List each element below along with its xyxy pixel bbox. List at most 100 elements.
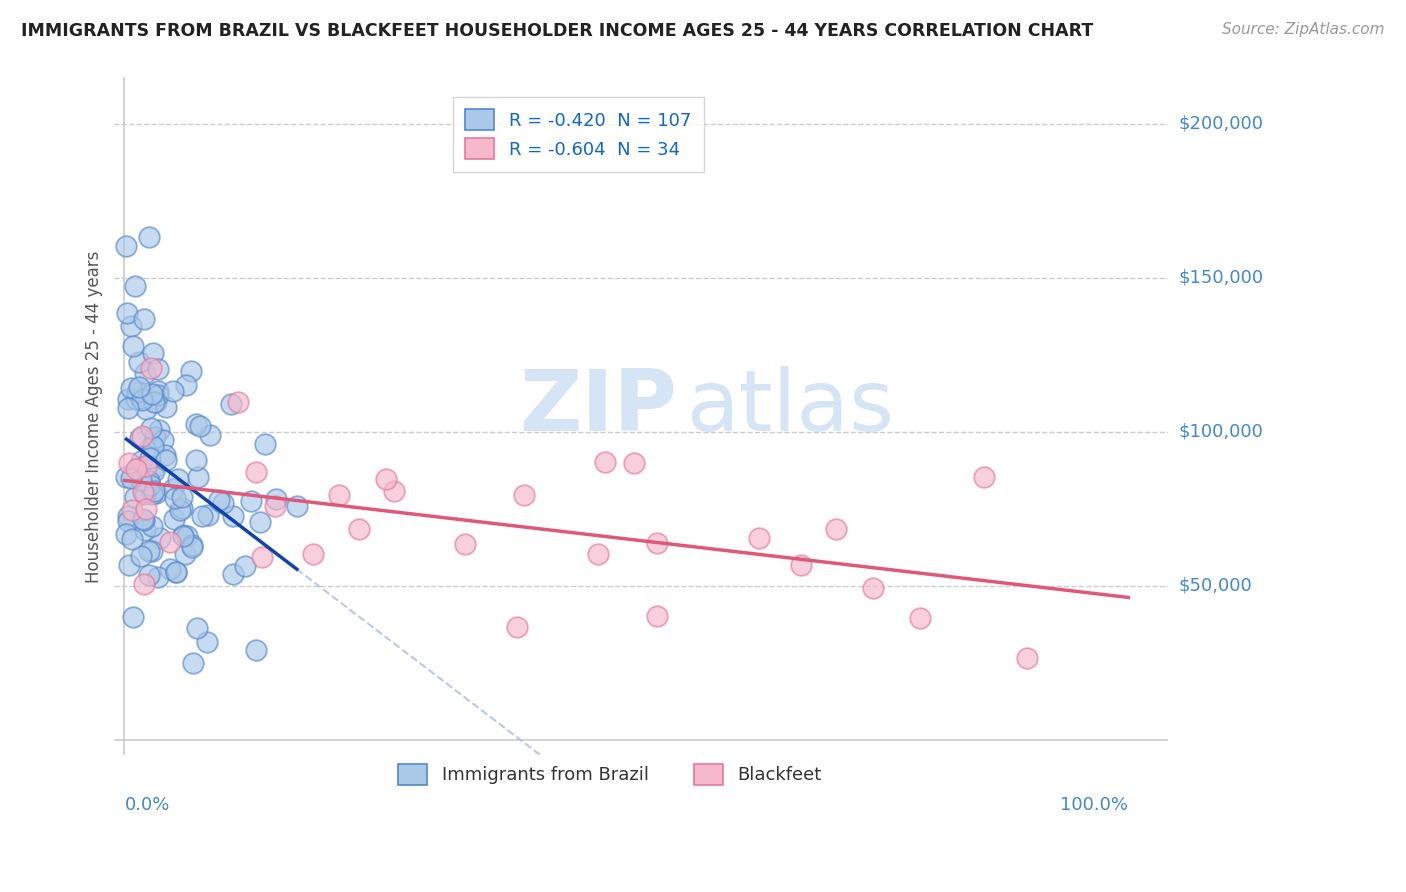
Point — [141, 518, 163, 533]
Point — [141, 361, 163, 376]
Point — [908, 610, 931, 624]
Point — [165, 565, 187, 579]
Point — [125, 462, 148, 476]
Point — [141, 386, 163, 401]
Point — [170, 500, 193, 515]
Point — [159, 535, 181, 549]
Point — [623, 456, 645, 470]
Point — [125, 392, 148, 406]
Text: atlas: atlas — [686, 366, 894, 449]
Point — [174, 548, 197, 562]
Point — [162, 482, 184, 496]
Point — [138, 451, 160, 466]
Point — [285, 499, 308, 513]
Point — [115, 239, 138, 253]
Point — [117, 514, 139, 528]
Point — [120, 381, 142, 395]
Point — [748, 532, 770, 546]
Text: 0.0%: 0.0% — [125, 796, 170, 814]
Point — [129, 392, 152, 406]
Point — [170, 490, 193, 504]
Point — [973, 469, 995, 483]
Point — [145, 486, 167, 500]
Point — [645, 609, 668, 624]
Point — [142, 346, 165, 360]
Point — [145, 395, 167, 409]
Point — [172, 529, 194, 543]
Point — [134, 487, 156, 501]
Point — [153, 448, 176, 462]
Point — [181, 540, 204, 554]
Point — [328, 488, 350, 502]
Point — [131, 429, 153, 443]
Point — [118, 558, 141, 572]
Point — [120, 318, 142, 333]
Point — [239, 493, 262, 508]
Point — [128, 459, 150, 474]
Point — [115, 470, 138, 484]
Point — [134, 513, 156, 527]
Text: $200,000: $200,000 — [1180, 115, 1264, 133]
Point — [176, 528, 198, 542]
Point — [141, 438, 163, 452]
Point — [198, 428, 221, 442]
Point — [506, 619, 529, 633]
Point — [513, 488, 536, 502]
Point — [253, 436, 276, 450]
Point — [117, 392, 139, 406]
Point — [115, 306, 138, 320]
Point — [382, 484, 405, 499]
Point — [162, 384, 184, 399]
Point — [138, 567, 160, 582]
Point — [212, 496, 235, 510]
Point — [245, 465, 267, 479]
Point — [222, 566, 245, 581]
Point — [125, 385, 148, 400]
Point — [120, 471, 142, 485]
Point — [165, 491, 187, 505]
Point — [249, 515, 271, 529]
Point — [146, 387, 169, 401]
Point — [152, 434, 174, 448]
Point — [159, 562, 181, 576]
Point — [155, 401, 177, 415]
Point — [138, 544, 160, 558]
Point — [263, 500, 285, 514]
Point — [131, 453, 153, 467]
Point — [122, 338, 145, 352]
Point — [141, 487, 163, 501]
Point — [134, 312, 156, 326]
Point — [188, 418, 211, 433]
Point — [128, 431, 150, 445]
Point — [148, 424, 170, 438]
Point — [124, 490, 146, 504]
Point — [132, 485, 155, 500]
Point — [264, 491, 287, 506]
Point — [181, 656, 204, 670]
Point — [593, 455, 616, 469]
Point — [222, 508, 245, 523]
Point — [121, 532, 143, 546]
Point — [121, 610, 143, 624]
Point — [180, 537, 202, 551]
Point — [142, 464, 165, 478]
Point — [165, 565, 187, 579]
Point — [454, 537, 477, 551]
Point — [301, 547, 323, 561]
Text: IMMIGRANTS FROM BRAZIL VS BLACKFEET HOUSEHOLDER INCOME AGES 25 - 44 YEARS CORREL: IMMIGRANTS FROM BRAZIL VS BLACKFEET HOUS… — [21, 22, 1094, 40]
Point — [186, 417, 208, 432]
Point — [142, 484, 165, 499]
Point — [790, 558, 813, 573]
Point — [186, 621, 208, 635]
Point — [195, 635, 218, 649]
Point — [135, 501, 157, 516]
Point — [115, 527, 138, 541]
Point — [187, 469, 209, 483]
Point — [186, 453, 208, 467]
Point — [226, 395, 249, 409]
Text: ZIP: ZIP — [519, 366, 676, 449]
Point — [163, 512, 186, 526]
Point — [347, 522, 370, 536]
Point — [128, 380, 150, 394]
Point — [138, 474, 160, 488]
